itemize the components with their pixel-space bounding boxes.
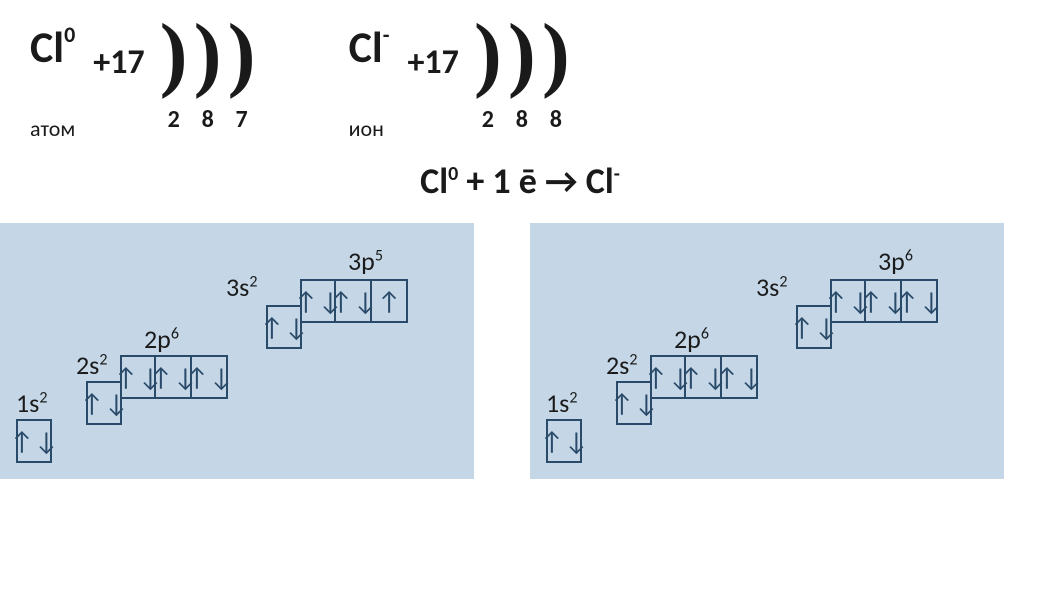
atom-shell-model: Cl0 атом +17 )2 )8 )7 [30,20,259,134]
spin-up-icon: ↑ [790,314,814,340]
atom-symbol: Cl0 [30,20,75,74]
orbital-1s: ↑↓ [16,419,52,463]
orbital-box: ↑ [372,279,408,323]
orbital-boxes: ↑↓↑↓↑↓ [650,355,758,399]
eq-right-sup: - [614,162,620,186]
shell-count: 2 [482,105,494,134]
shell-count: 8 [550,105,562,134]
spin-down-icon: ↓ [210,364,234,390]
spin-up-icon: ↑ [895,288,919,314]
shell-item: )8 [542,20,570,134]
atom-species-label: атом [30,115,75,142]
spin-down-icon: ↓ [565,428,589,454]
orbital-box: ↑↓ [902,279,938,323]
orbital-3p: ↑↓↑↓↑↓ [830,279,938,323]
orbital-label: 1s2 [546,387,577,419]
shell-paren: ) [542,20,570,87]
shell-count: 2 [168,105,180,134]
ion-orbital-diagram: 1s2↑↓2s2↑↓2p6↑↓↑↓↑↓3s2↑↓3p6↑↓↑↓↑↓ [530,223,1004,479]
orbital-2p: ↑↓↑↓↑↓ [650,355,758,399]
orbital-box: ↑↓ [336,279,372,323]
spin-up-icon: ↑ [824,288,848,314]
eq-left-symbol: Cl [420,159,448,203]
orbital-label: 3p6 [878,245,913,277]
orbital-1s: ↑↓ [546,419,582,463]
symbol-sup: 0 [64,21,75,48]
orbital-boxes: ↑↓↑↓↑↓ [830,279,938,323]
shell-paren: ) [474,20,502,87]
symbol-sup: - [383,21,390,48]
orbital-boxes: ↑↓↑↓↑ [300,279,408,323]
atom-shells: )2 )8 )7 [157,20,259,134]
orbital-box: ↑↓ [192,355,228,399]
shell-count: 8 [516,105,528,134]
ion-shells: )2 )8 )8 [471,20,573,134]
atom-nuclear-charge: +17 [93,42,144,83]
eq-left-sup: 0 [448,162,458,186]
orbital-boxes: ↑↓ [546,419,582,463]
spin-up-icon: ↑ [80,390,104,416]
ion-symbol: Cl- [349,20,390,74]
ion-species-label: ион [349,115,384,142]
orbital-label: 2s2 [606,349,637,381]
spin-up-icon: ↑ [294,288,318,314]
orbital-box: ↑↓ [546,419,582,463]
spin-up-icon: ↑ [715,364,739,390]
ion-nuclear-charge: +17 [407,42,458,83]
orbital-label: 2p6 [144,323,179,355]
spin-up-icon: ↑ [644,364,668,390]
orbital-label: 2s2 [76,349,107,381]
orbital-3p: ↑↓↑↓↑ [300,279,408,323]
orbital-label: 3p5 [348,245,383,277]
spin-down-icon: ↓ [920,288,944,314]
shell-model-section: Cl0 атом +17 )2 )8 )7 Cl- ион +17 )2 )8 … [0,0,1040,144]
spin-up-icon: ↑ [540,428,564,454]
orbital-box: ↑↓ [16,419,52,463]
orbital-label: 2p6 [674,323,709,355]
spin-down-icon: ↓ [740,364,764,390]
symbol-text: Cl [30,20,64,74]
shell-item: )2 [474,20,502,134]
orbital-2p: ↑↓↑↓↑↓ [120,355,228,399]
spin-up-icon: ↑ [185,364,209,390]
reduction-equation: Cl0 + 1 ē → Cl- [0,159,1040,203]
orbital-diagrams: 1s2↑↓2s2↑↓2p6↑↓↑↓↑↓3s2↑↓3p5↑↓↑↓↑ 1s2↑↓2s… [0,223,1040,479]
shell-item: )8 [194,20,222,134]
shell-count: 7 [236,105,248,134]
shell-paren: ) [194,20,222,87]
spin-up-icon: ↑ [377,288,401,314]
shell-count: 8 [202,105,214,134]
eq-middle: + 1 ē → [458,159,586,203]
spin-up-icon: ↑ [610,390,634,416]
shell-paren: ) [228,20,256,87]
orbital-label: 1s2 [16,387,47,419]
spin-up-icon: ↑ [679,364,703,390]
shell-item: )7 [228,20,256,134]
symbol-text: Cl [349,20,383,74]
spin-up-icon: ↑ [10,428,34,454]
ion-shell-model: Cl- ион +17 )2 )8 )8 [349,20,573,134]
eq-right-symbol: Cl [586,159,614,203]
spin-up-icon: ↑ [260,314,284,340]
spin-up-icon: ↑ [114,364,138,390]
orbital-boxes: ↑↓↑↓↑↓ [120,355,228,399]
spin-up-icon: ↑ [859,288,883,314]
atom-orbital-diagram: 1s2↑↓2s2↑↓2p6↑↓↑↓↑↓3s2↑↓3p5↑↓↑↓↑ [0,223,474,479]
shell-paren: ) [160,20,188,87]
spin-up-icon: ↑ [149,364,173,390]
orbital-box: ↑↓ [722,355,758,399]
shell-item: )2 [160,20,188,134]
spin-down-icon: ↓ [35,428,59,454]
orbital-label: 3s2 [226,271,257,303]
shell-paren: ) [508,20,536,87]
spin-up-icon: ↑ [329,288,353,314]
orbital-label: 3s2 [756,271,787,303]
orbital-boxes: ↑↓ [16,419,52,463]
shell-item: )8 [508,20,536,134]
